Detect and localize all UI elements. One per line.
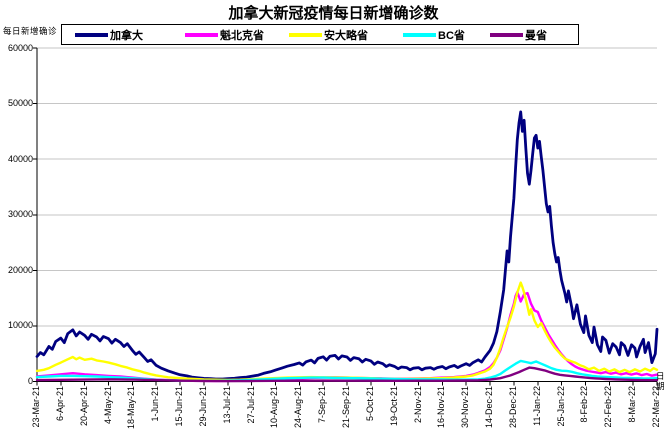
x-tick-label: 20-Apr-21	[78, 386, 89, 427]
x-tick-label: 5-Oct-21	[364, 386, 375, 422]
legend-item-canada: 加拿大	[75, 25, 143, 44]
bc-line-swatch	[403, 32, 436, 37]
y-tick-label: 30000	[7, 209, 33, 220]
series-line-manitoba	[35, 366, 659, 383]
legend-item-ontario: 安大略省	[289, 25, 368, 44]
legend-item-bc: BC省	[403, 25, 465, 44]
series-line-bc	[35, 359, 659, 382]
legend-label: 曼省	[525, 29, 547, 42]
x-tick-label: 16-Nov-21	[436, 386, 447, 429]
x-tick-label: 15-Jun-21	[174, 386, 185, 427]
y-tick-label: 60000	[7, 42, 33, 53]
x-tick-label: 27-Jul-21	[245, 386, 256, 424]
legend-label: 魁北克省	[220, 29, 264, 42]
y-tick-label: 20000	[7, 264, 33, 275]
x-tick-label: 14-Dec-21	[484, 386, 495, 429]
legend-item-quebec: 魁北克省	[185, 25, 264, 44]
x-tick-label: 2-Nov-21	[412, 386, 423, 424]
x-tick-label: 28-Dec-21	[507, 386, 518, 429]
canada-line-swatch	[75, 32, 108, 37]
x-tick-label: 13-Jul-21	[221, 386, 232, 424]
y-tick-label: 0	[27, 376, 33, 386]
x-tick-label: 22-Feb-22	[603, 386, 614, 428]
legend-label: 加拿大	[110, 29, 143, 42]
x-axis-title: 日期	[656, 371, 665, 391]
x-tick-label: 22-Mar-22	[651, 386, 661, 428]
y-tick-label: 50000	[7, 98, 33, 109]
x-tick-label: 19-Oct-21	[388, 386, 399, 427]
x-tick-label: 18-May-21	[126, 386, 137, 430]
chart-title: 加拿大新冠疫情每日新增确诊数	[228, 5, 439, 22]
x-tick-label: 11-Jan-22	[531, 386, 542, 426]
legend-label: BC省	[438, 29, 465, 42]
x-tick-label: 25-Jan-22	[555, 386, 566, 427]
legend-item-manitoba: 曼省	[490, 25, 547, 44]
y-tick-label: 40000	[7, 153, 33, 164]
legend-label: 安大略省	[324, 29, 368, 42]
x-tick-label: 10-Aug-21	[269, 386, 280, 429]
x-tick-label: 30-Nov-21	[460, 386, 471, 429]
y-tick-label: 10000	[7, 320, 33, 331]
x-tick-label: 4-May-21	[102, 386, 113, 425]
x-tick-label: 6-Apr-21	[54, 386, 65, 422]
series-line-canada	[35, 110, 659, 381]
series-line-ontario	[35, 281, 659, 382]
quebec-line-swatch	[185, 32, 218, 37]
x-tick-label: 7-Sep-21	[317, 386, 328, 424]
x-tick-label: 29-Jun-21	[197, 386, 208, 427]
manitoba-line-swatch	[490, 32, 523, 37]
x-tick-label: 24-Aug-21	[293, 386, 304, 429]
x-tick-label: 8-Mar-22	[627, 386, 638, 423]
x-tick-label: 23-Mar-21	[31, 386, 41, 428]
x-tick-label: 8-Feb-22	[579, 386, 590, 423]
ontario-line-swatch	[289, 32, 322, 37]
legend: 加拿大 魁北克省 安大略省 BC省 曼省	[61, 24, 579, 45]
y-axis-title: 每日新增确诊	[3, 26, 58, 36]
x-tick-label: 1-Jun-21	[150, 386, 161, 422]
x-tick-label: 21-Sep-21	[341, 386, 351, 429]
